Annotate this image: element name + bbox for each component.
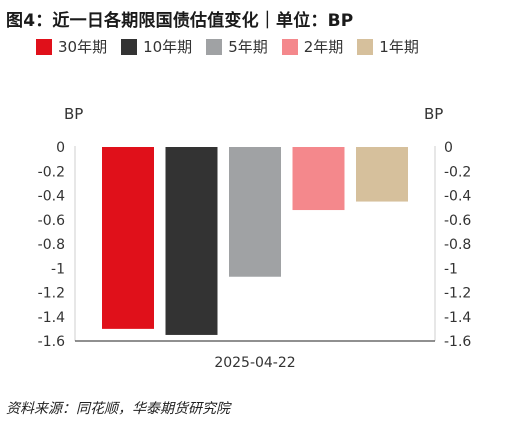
y-tick-label-right: -0.6: [444, 213, 471, 229]
bar-2年期: [292, 147, 345, 211]
y-tick-label-left: -0.6: [38, 213, 65, 229]
y-tick-label-left: 0: [56, 140, 65, 156]
legend-label: 10年期: [143, 38, 193, 56]
y-tick-label-left: -0.8: [38, 237, 65, 253]
legend-label: 30年期: [58, 38, 108, 56]
legend-item: 2年期: [281, 36, 344, 57]
y-tick-label-right: -1.4: [444, 310, 471, 326]
y-tick-label-left: -1: [51, 261, 65, 277]
y-tick-label-right: -1.6: [444, 334, 471, 350]
y-tick-label-left: -1.2: [38, 286, 65, 302]
y-tick-label-right: -1: [444, 261, 458, 277]
legend-swatch: [121, 38, 138, 55]
source-note: 资料来源：同花顺，华泰期货研究院: [6, 401, 230, 417]
legend-swatch: [206, 38, 223, 55]
right-axis-unit: BP: [424, 105, 443, 123]
y-tick-label-right: -0.8: [444, 237, 471, 253]
y-tick-label-right: 0: [444, 140, 453, 156]
legend-item: 5年期: [206, 36, 268, 57]
legend-label: 2年期: [303, 38, 344, 56]
y-tick-label-left: -1.6: [38, 334, 65, 350]
legend-swatch: [357, 38, 374, 55]
y-tick-label-left: -1.4: [38, 310, 65, 326]
legend-label: 1年期: [379, 38, 419, 56]
chart-legend: 30年期 10年期 5年期 2年期 1年期: [36, 36, 419, 57]
x-category-label: 2025-04-22: [214, 355, 295, 371]
bar-10年期: [165, 147, 218, 335]
bar-30年期: [102, 147, 154, 329]
y-tick-label-right: -0.4: [444, 189, 471, 205]
bar-5年期: [229, 147, 281, 277]
y-tick-label-left: -0.4: [38, 189, 65, 205]
y-tick-label-right: -1.2: [444, 286, 471, 302]
legend-item: 1年期: [357, 36, 419, 57]
chart-title: 图4：近一日各期限国债估值变化｜单位：BP: [6, 11, 354, 31]
legend-item: 30年期: [36, 36, 107, 57]
legend-label: 5年期: [228, 38, 268, 56]
left-axis-unit: BP: [64, 105, 83, 123]
legend-swatch: [281, 38, 298, 55]
legend-swatch: [36, 38, 52, 55]
bar-1年期: [356, 147, 408, 202]
y-tick-label-left: -0.2: [38, 164, 65, 180]
y-tick-label-right: -0.2: [444, 164, 471, 180]
legend-item: 10年期: [121, 36, 192, 57]
